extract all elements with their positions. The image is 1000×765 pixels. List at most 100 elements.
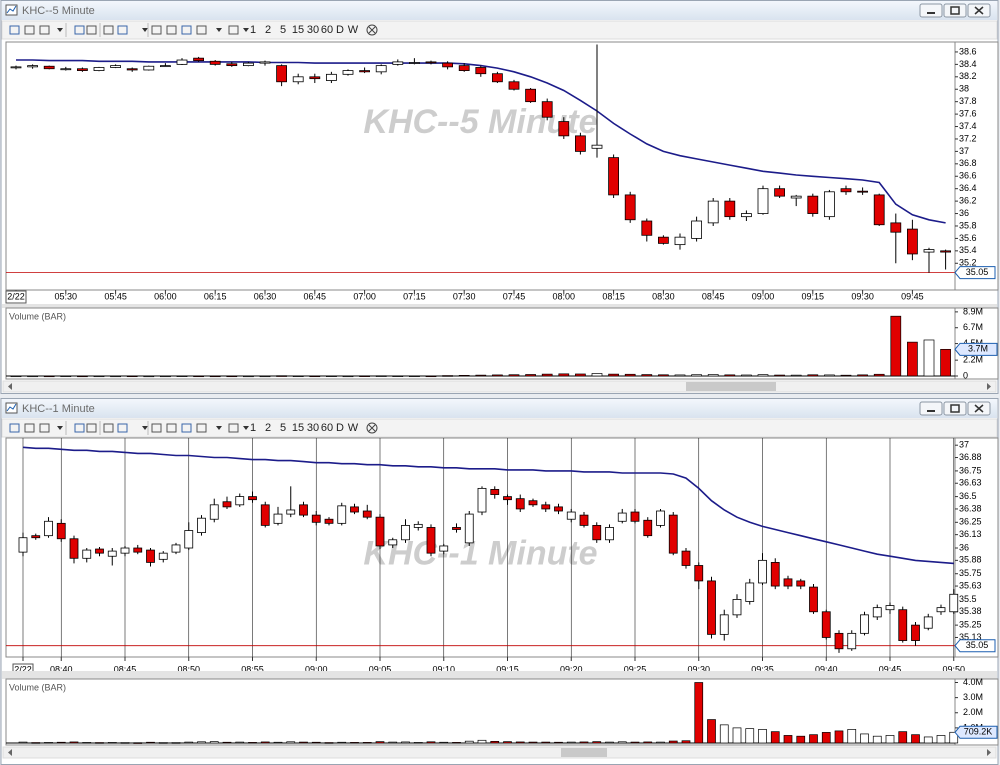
interval-button[interactable]: 30 — [307, 422, 319, 434]
interval-button[interactable]: 60 — [321, 422, 333, 434]
toolbar-icon[interactable] — [196, 423, 207, 433]
toolbar-icon[interactable] — [196, 25, 207, 35]
toolbar-icon[interactable] — [74, 423, 85, 433]
dropdown-arrow[interactable] — [142, 426, 148, 430]
close-button[interactable] — [967, 3, 991, 18]
toolbar-button[interactable] — [117, 423, 128, 433]
toolbar-icon[interactable] — [103, 25, 114, 35]
toolbar-button[interactable] — [196, 25, 207, 35]
toolbar-button[interactable] — [24, 25, 35, 35]
toolbar-button[interactable] — [151, 423, 162, 433]
dropdown-arrow[interactable] — [216, 426, 222, 430]
toolbar-button[interactable] — [151, 25, 162, 35]
scroll-left[interactable] — [8, 383, 12, 390]
toolbar-button[interactable] — [166, 423, 177, 433]
candle-body — [809, 586, 818, 613]
restore-button-face[interactable] — [943, 401, 967, 416]
toolbar-button[interactable] — [181, 25, 192, 35]
scroll-right[interactable] — [987, 749, 991, 756]
toolbar-icon[interactable] — [151, 423, 162, 433]
interval-button[interactable]: 5 — [280, 422, 286, 434]
delete-icon[interactable] — [366, 422, 378, 434]
toolbar-icon[interactable] — [228, 423, 239, 433]
interval-button[interactable]: D — [336, 422, 344, 434]
toolbar-icon[interactable] — [181, 25, 192, 35]
minimize-button-face[interactable] — [919, 3, 943, 18]
restore-button[interactable] — [943, 401, 967, 416]
toolbar-button[interactable] — [39, 423, 50, 433]
toolbar-icon[interactable] — [103, 423, 114, 433]
toolbar-icon[interactable] — [228, 25, 239, 35]
interval-button[interactable]: 60 — [321, 24, 333, 36]
restore-button-face[interactable] — [943, 3, 967, 18]
interval-button[interactable]: 5 — [280, 24, 286, 36]
interval-button[interactable]: 2 — [265, 24, 271, 36]
toolbar-button[interactable] — [228, 423, 239, 433]
scrollbar-thumb[interactable] — [561, 748, 607, 757]
toolbar-icon[interactable] — [74, 25, 85, 35]
scroll-right[interactable] — [987, 383, 991, 390]
interval-button[interactable]: 1 — [250, 422, 256, 434]
toolbar-button[interactable] — [74, 25, 85, 35]
interval-button[interactable]: 15 — [292, 24, 304, 36]
scrollbar-track[interactable] — [2, 380, 997, 393]
toolbar-icon[interactable] — [24, 25, 35, 35]
toolbar-button[interactable] — [117, 25, 128, 35]
scrollbar[interactable] — [2, 746, 997, 759]
toolbar-button[interactable] — [86, 25, 97, 35]
scrollbar-thumb[interactable] — [686, 382, 776, 391]
toolbar-icon[interactable] — [24, 423, 35, 433]
interval-button[interactable]: D — [336, 24, 344, 36]
minimize-button[interactable] — [919, 401, 943, 416]
delete-button[interactable] — [366, 422, 378, 434]
toolbar-icon[interactable] — [166, 25, 177, 35]
toolbar-icon[interactable] — [9, 25, 20, 35]
restore-button[interactable] — [943, 3, 967, 18]
delete-button[interactable] — [366, 24, 378, 36]
delete-icon[interactable] — [366, 24, 378, 36]
scrollbar[interactable] — [2, 380, 997, 393]
toolbar-icon[interactable] — [39, 423, 50, 433]
scrollbar-track[interactable] — [2, 746, 997, 759]
toolbar-button[interactable] — [228, 25, 239, 35]
minimize-button-face[interactable] — [919, 401, 943, 416]
toolbar-button[interactable] — [74, 423, 85, 433]
interval-button[interactable]: 15 — [292, 422, 304, 434]
toolbar-button[interactable] — [196, 423, 207, 433]
x-tick-label: 09:35 — [751, 664, 774, 674]
interval-button[interactable]: W — [348, 422, 359, 434]
interval-button[interactable]: 2 — [265, 422, 271, 434]
interval-button[interactable]: 1 — [250, 24, 256, 36]
dropdown-arrow[interactable] — [216, 28, 222, 32]
toolbar-icon[interactable] — [117, 423, 128, 433]
dropdown-arrow[interactable] — [57, 426, 63, 430]
interval-button[interactable]: W — [348, 24, 359, 36]
toolbar-icon[interactable] — [86, 423, 97, 433]
minimize-button[interactable] — [919, 3, 943, 18]
close-button[interactable] — [967, 401, 991, 416]
scroll-left[interactable] — [8, 749, 12, 756]
toolbar-button[interactable] — [86, 423, 97, 433]
toolbar-icon[interactable] — [151, 25, 162, 35]
toolbar-button[interactable] — [103, 25, 114, 35]
toolbar-icon[interactable] — [9, 423, 20, 433]
volume-bar — [56, 741, 66, 744]
dropdown-arrow[interactable] — [243, 28, 249, 32]
dropdown-arrow[interactable] — [142, 28, 148, 32]
toolbar-icon[interactable] — [117, 25, 128, 35]
toolbar-icon[interactable] — [86, 25, 97, 35]
toolbar-icon[interactable] — [166, 423, 177, 433]
toolbar-button[interactable] — [181, 423, 192, 433]
interval-button[interactable]: 30 — [307, 24, 319, 36]
dropdown-arrow[interactable] — [57, 28, 63, 32]
toolbar-icon[interactable] — [181, 423, 192, 433]
toolbar-button[interactable] — [103, 423, 114, 433]
dropdown-arrow[interactable] — [243, 426, 249, 430]
toolbar-button[interactable] — [39, 25, 50, 35]
toolbar-button[interactable] — [9, 423, 20, 433]
toolbar-button[interactable] — [24, 423, 35, 433]
toolbar-icon[interactable] — [39, 25, 50, 35]
toolbar-button[interactable] — [9, 25, 20, 35]
toolbar-button[interactable] — [166, 25, 177, 35]
volume-bar — [741, 374, 752, 377]
